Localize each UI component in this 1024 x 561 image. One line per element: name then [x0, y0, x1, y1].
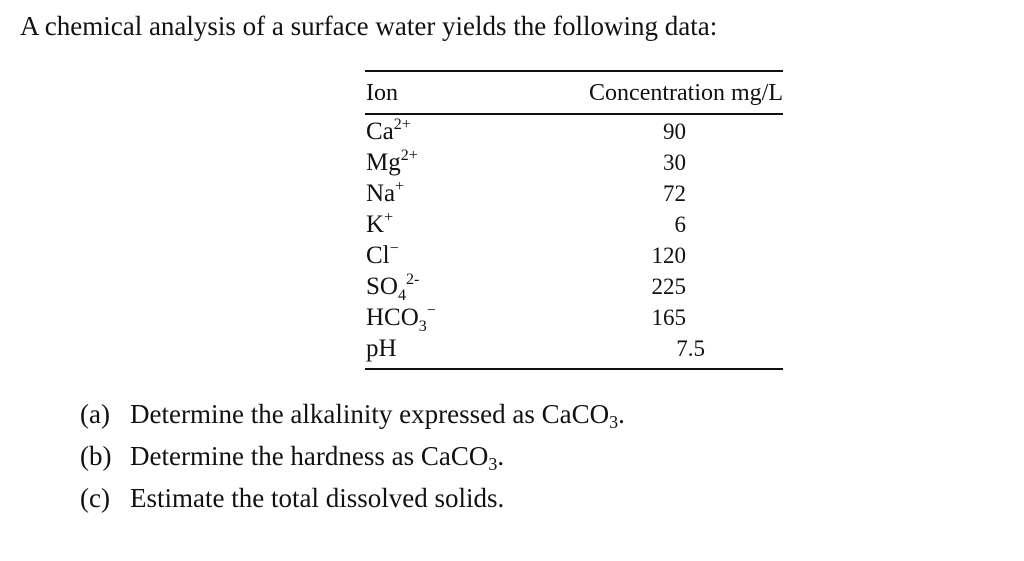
question-marker: (b) [80, 441, 112, 471]
ion-cell: Mg2+ [366, 147, 418, 178]
table-row: Cl− 120 [365, 240, 783, 271]
ion-symbol: K [366, 211, 385, 238]
problem-intro: A chemical analysis of a surface water y… [20, 11, 718, 41]
ion-concentration-table: Ion Concentration mg/L Ca2+ 90 Mg2+ 30 N… [365, 70, 783, 371]
header-concentration: Concentration mg/L [589, 80, 783, 106]
ion-charge: − [389, 240, 399, 257]
ion-symbol: Cl [366, 242, 390, 269]
question-text: Determine the hardness as CaCO [130, 441, 489, 471]
ion-symbol: pH [366, 335, 397, 362]
concentration-cell: 165 [651, 305, 687, 330]
question-text: Determine the alkalinity expressed as Ca… [130, 399, 610, 429]
list-item: (c) Estimate the total dissolved solids. [80, 477, 625, 519]
question-subscript: 3 [488, 454, 498, 474]
ion-subscript: 3 [418, 318, 427, 335]
table-row: K+ 6 [365, 209, 783, 240]
ion-symbol: SO [366, 273, 398, 300]
header-ion: Ion [366, 80, 398, 106]
ion-cell: SO42- [366, 271, 420, 304]
concentration-cell: 120 [651, 243, 687, 268]
table-header-rule [365, 113, 783, 115]
table-bottom-rule [365, 368, 783, 370]
table-row: Mg2+ 30 [365, 147, 783, 178]
ion-subscript: 4 [397, 287, 406, 304]
ion-symbol: Ca [366, 118, 394, 145]
table-body: Ca2+ 90 Mg2+ 30 Na+ 72 K+ 6 Cl− 120 SO42… [365, 116, 783, 364]
question-end: . [497, 441, 505, 471]
ion-charge: + [384, 209, 394, 226]
table-row: pH 7.5 [365, 333, 783, 364]
question-text: Estimate the total dissolved solids. [130, 483, 505, 513]
ion-symbol: Na [366, 180, 396, 207]
ion-charge: 2+ [393, 116, 411, 133]
table-row: Ca2+ 90 [365, 116, 783, 147]
concentration-cell: 225 [651, 274, 687, 299]
table-top-rule [365, 70, 783, 72]
concentration-cell: 90 [663, 119, 686, 144]
ion-charge: + [395, 178, 405, 195]
concentration-cell: 30 [663, 150, 686, 175]
ion-cell: Cl− [366, 240, 399, 271]
ion-charge: 2+ [400, 147, 418, 164]
question-marker: (a) [80, 399, 110, 429]
ion-cell: HCO3− [366, 302, 436, 335]
ion-cell: Ca2+ [366, 116, 411, 147]
ion-cell: Na+ [366, 178, 404, 209]
concentration-cell: 7.5 [676, 336, 705, 361]
list-item: (b) Determine the hardness as CaCO3. [80, 435, 625, 477]
ion-charge: − [426, 302, 436, 319]
table-row: SO42- 225 [365, 271, 783, 304]
question-list: (a) Determine the alkalinity expressed as… [80, 393, 625, 519]
table-row: HCO3− 165 [365, 302, 783, 335]
question-end: . [618, 399, 625, 429]
question-marker: (c) [80, 483, 110, 513]
list-item: (a) Determine the alkalinity expressed as… [80, 393, 625, 435]
ion-charge: 2- [405, 271, 420, 288]
table-row: Na+ 72 [365, 178, 783, 209]
ion-cell: K+ [366, 209, 393, 240]
concentration-cell: 6 [674, 212, 687, 237]
question-subscript: 3 [609, 412, 619, 432]
ion-symbol: Mg [366, 149, 401, 176]
ion-cell: pH [366, 333, 397, 364]
concentration-cell: 72 [663, 181, 686, 206]
ion-symbol: HCO [366, 304, 419, 331]
